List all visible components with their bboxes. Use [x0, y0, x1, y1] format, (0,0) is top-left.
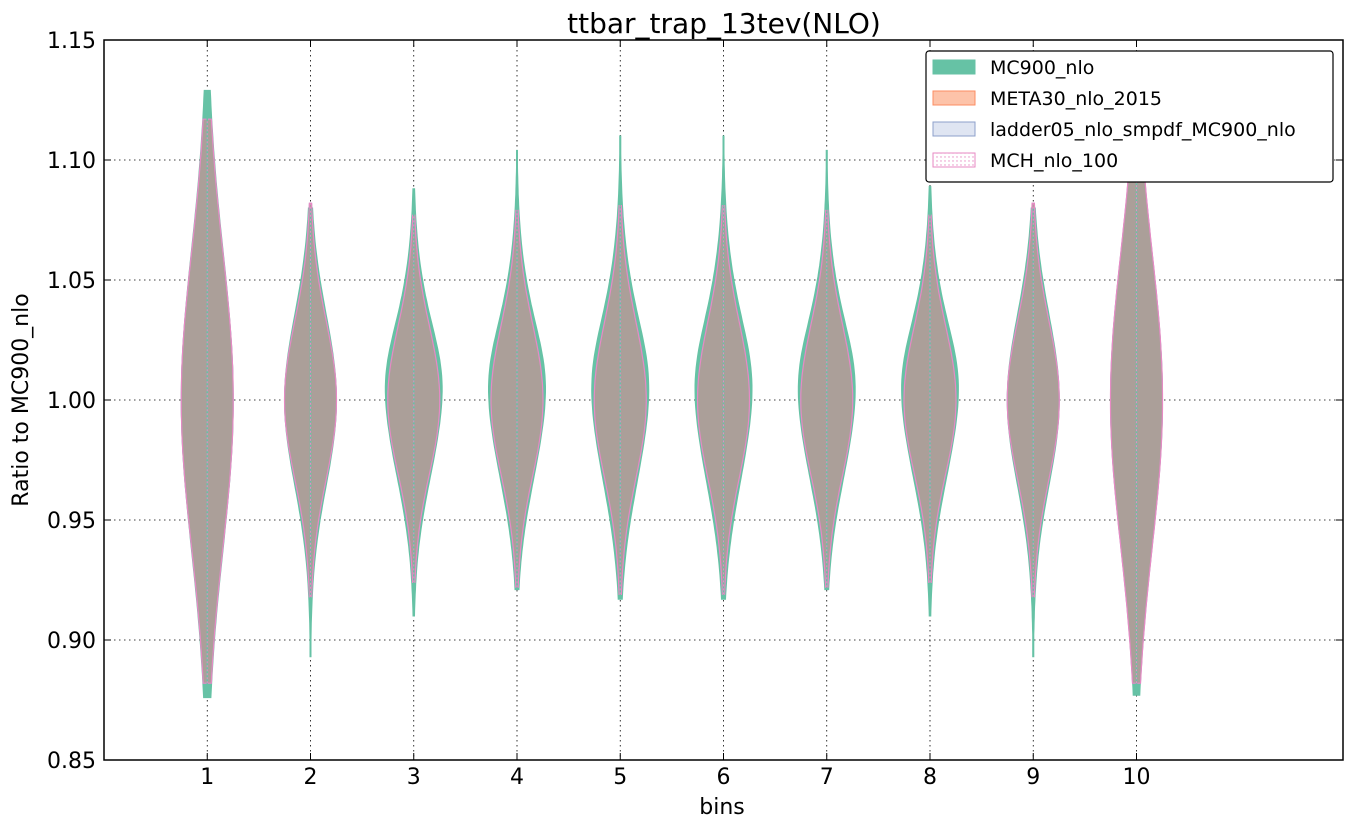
x-tick-label: 3 — [407, 765, 421, 790]
x-tick-label: 2 — [304, 765, 318, 790]
legend-swatch-mc900 — [932, 59, 976, 75]
y-tick-label: 0.95 — [47, 509, 96, 534]
y-tick-labels: 0.85 0.90 0.95 1.00 1.05 1.10 1.15 — [47, 29, 96, 774]
axis-ticks — [104, 39, 1343, 761]
y-tick-label: 0.85 — [47, 749, 96, 774]
legend-label-ladder05: ladder05_nlo_smpdf_MC900_nlo — [990, 119, 1296, 141]
violin-mch-outline — [696, 205, 751, 595]
violin-mch-outline — [490, 209, 544, 588]
violin-mch-outline — [180, 118, 234, 684]
violin-mch-outline — [283, 202, 338, 598]
x-tick-label: 1 — [200, 765, 214, 790]
legend-label-mc900: MC900_nlo — [990, 57, 1094, 79]
legend-swatch-meta30 — [932, 90, 976, 106]
x-tick-label: 4 — [510, 765, 524, 790]
x-tick-labels: 1 2 3 4 5 6 7 8 9 10 — [200, 765, 1150, 790]
legend-swatch-mch — [932, 152, 976, 168]
x-tick-label: 10 — [1123, 765, 1151, 790]
legend-frame — [925, 50, 1334, 183]
violin-mch-outline — [1006, 202, 1060, 598]
legend-label-mch: MCH_nlo_100 — [990, 150, 1118, 172]
legend-swatch-ladder05 — [932, 121, 976, 137]
violin-mch-outline — [387, 214, 441, 583]
y-tick-label: 1.05 — [47, 269, 96, 294]
x-axis-label: bins — [699, 795, 744, 820]
chart-title: ttbar_trap_13tev(NLO) — [567, 7, 881, 40]
violin-mch-outline — [593, 205, 647, 595]
legend: MC900_nlo META30_nlo_2015 ladder05_nlo_s… — [925, 50, 1334, 183]
y-tick-label: 0.90 — [47, 629, 96, 654]
violin-mch-outline — [903, 214, 957, 583]
legend-label-meta30: META30_nlo_2015 — [990, 88, 1162, 110]
violin-layer — [180, 89, 1164, 699]
x-tick-label: 8 — [923, 765, 937, 790]
y-tick-label: 1.10 — [47, 149, 96, 174]
x-tick-label: 9 — [1026, 765, 1040, 790]
y-tick-label: 1.00 — [47, 389, 96, 414]
violin-mch-outline — [800, 209, 854, 588]
x-tick-label: 7 — [820, 765, 834, 790]
y-tick-label: 1.15 — [47, 29, 96, 54]
x-tick-label: 5 — [613, 765, 627, 790]
x-tick-label: 6 — [717, 765, 731, 790]
y-axis-label: Ratio to MC900_nlo — [9, 293, 34, 506]
